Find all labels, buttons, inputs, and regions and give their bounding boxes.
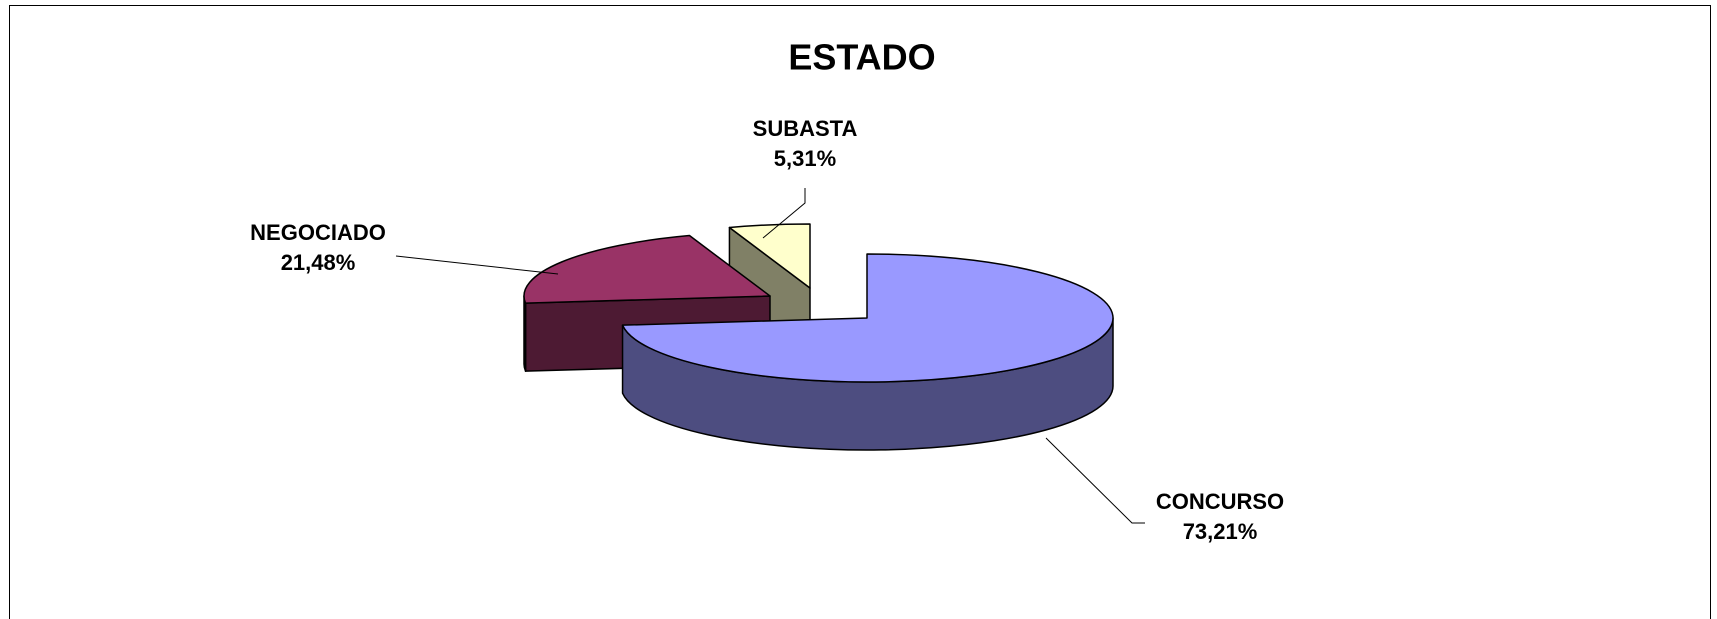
slice — [621, 253, 1114, 383]
label-name: SUBASTA — [753, 116, 858, 141]
chart-title: ESTADO — [788, 37, 935, 78]
label-value: 73,21% — [1183, 519, 1258, 544]
chart-border — [9, 5, 1711, 619]
label-value: 21,48% — [281, 250, 356, 275]
data-label: SUBASTA 5,31% — [753, 116, 858, 171]
slice — [728, 223, 811, 289]
label-value: 5,31% — [774, 146, 836, 171]
label-name: NEGOCIADO — [250, 220, 386, 245]
leader-line — [1045, 437, 1145, 524]
pie — [523, 223, 1114, 451]
data-label: CONCURSO 73,21% — [1156, 489, 1284, 544]
leader-line — [762, 188, 806, 239]
label-name: CONCURSO — [1156, 489, 1284, 514]
labels: CONCURSO 73,21% NEGOCIADO 21,48% SUBASTA 5,31… — [250, 116, 1284, 544]
slice-wall — [523, 295, 527, 372]
data-label: NEGOCIADO 21,48% — [250, 220, 386, 275]
leader-line — [395, 255, 559, 275]
slice — [523, 234, 771, 304]
